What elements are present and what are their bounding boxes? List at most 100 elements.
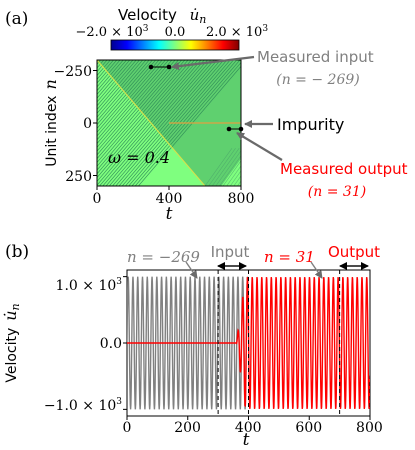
- wave-stripe: [97, 60, 202, 182]
- wave-stripe: [97, 60, 150, 122]
- heatmap-x-tick-0: 0: [93, 191, 102, 207]
- wave-stripe: [97, 60, 131, 99]
- wave-stripe: [97, 60, 192, 171]
- velocity-x-tick-200: 200: [174, 420, 201, 436]
- output-window-start-dot: [226, 126, 232, 132]
- velocity-y-tick-neg: −1.0 × 103: [44, 397, 122, 414]
- wave-front: [97, 60, 206, 186]
- input-series-line: [127, 276, 250, 410]
- wave-stripe: [99, 60, 208, 186]
- colorbar-title-text: Velocity: [118, 6, 177, 24]
- panel-a-label: (a): [5, 9, 28, 29]
- wave-stripe: [97, 60, 121, 88]
- annotation-impurity: Impurity: [244, 115, 344, 134]
- heatmap-y-tick-labels: −250 0 250: [54, 64, 92, 185]
- wave-stripe: [97, 60, 169, 145]
- wave-stripe: [97, 60, 163, 137]
- velocity-y-tick-pos: 1.0 × 103: [56, 277, 123, 294]
- heatmap-x-tick-labels: 0 400 800: [93, 191, 255, 207]
- heatmap-y-tick-neg250: −250: [54, 64, 92, 80]
- panel-a: (a) Velocity u̇n −2.0 × 103 0.0 2.0 × 10…: [5, 6, 408, 224]
- colorbar-tick-zero: 0.0: [165, 25, 186, 40]
- panel-b-label: (b): [5, 242, 29, 262]
- wave-stripe: [105, 60, 215, 186]
- heatmap-x-tick-800: 800: [228, 191, 255, 207]
- output-arrow: [236, 132, 283, 161]
- reflection-stripe: [215, 150, 241, 186]
- output-series-label: n = 31: [264, 248, 315, 266]
- wave-stripe: [97, 60, 127, 95]
- reflection-stripe: [222, 160, 241, 186]
- omega-label: ω = 0.4: [108, 148, 170, 167]
- window-markers: [217, 270, 371, 416]
- velocity-series: [127, 276, 370, 410]
- output-annotation-sub: (n = 31): [308, 184, 366, 200]
- velocity-ylabel: Velocityu̇n: [1, 303, 22, 382]
- heatmap: [97, 60, 241, 186]
- impurity-annotation-text: Impurity: [277, 115, 344, 134]
- velocity-x-tick-labels: 0 200 400 600 800: [123, 420, 383, 436]
- colorbar-title-sub: n: [199, 13, 206, 26]
- output-series-line: [127, 277, 370, 409]
- panel-b: (b) 0 200 400 600 800 1.0 × 103 0.0 −1.0…: [1, 242, 383, 450]
- heatmap-axes: [93, 70, 242, 190]
- wave-stripe: [97, 60, 189, 167]
- colorbar-ticks: −2.0 × 103 0.0 2.0 × 103: [75, 24, 268, 40]
- velocity-y-tick-zero: 0.0: [100, 336, 122, 352]
- annotation-output: Measured output (n = 31): [226, 126, 408, 200]
- reflection-stripe: [229, 170, 241, 186]
- velocity-x-tick-600: 600: [295, 420, 322, 436]
- velocity-axes: [123, 276, 371, 420]
- wave-stripe: [97, 60, 186, 164]
- reflection-stripe: [226, 165, 241, 186]
- wave-stripe: [97, 60, 173, 148]
- wave-stripe: [97, 60, 140, 111]
- colorbar: [110, 39, 240, 51]
- wave-stripe: [97, 60, 176, 152]
- colorbar-title: Velocity u̇n: [118, 6, 206, 26]
- colorbar-title-symbol: u̇: [190, 6, 200, 24]
- input-annotation-text: Measured input: [257, 48, 374, 66]
- output-window-end-dot: [238, 126, 244, 132]
- wave-stripe: [108, 60, 218, 186]
- colorbar-tick-min: −2.0 × 103: [75, 24, 148, 40]
- output-window-label: Output: [328, 243, 380, 261]
- wave-stripe: [97, 60, 124, 92]
- wave-stripe: [97, 60, 118, 84]
- input-series-pointer: [185, 261, 198, 279]
- wave-stripe: [102, 60, 212, 186]
- wave-stripe: [97, 60, 143, 114]
- wave-stripe: [97, 60, 156, 129]
- reflection-stripe: [211, 148, 240, 186]
- reflection-stripe: [208, 148, 236, 186]
- reflection-stripe: [233, 175, 241, 186]
- heatmap-x-tick-400: 400: [156, 191, 183, 207]
- wave-stripe: [97, 60, 153, 126]
- wave-stripe: [97, 60, 137, 107]
- velocity-x-tick-800: 800: [356, 420, 383, 436]
- heatmap-y-tick-0: 0: [83, 116, 92, 132]
- velocity-x-tick-0: 0: [123, 420, 132, 436]
- heatmap-y-tick-250: 250: [65, 169, 92, 185]
- input-series-label: n = −269: [127, 248, 200, 266]
- velocity-x-tick-400: 400: [235, 420, 262, 436]
- heatmap-ylabel: Unit indexn: [41, 79, 60, 167]
- wave-stripe: [97, 60, 160, 133]
- velocity-xlabel: t: [243, 430, 250, 450]
- colorbar-tick-max: 2.0 × 103: [206, 24, 268, 40]
- reflection-stripe: [219, 155, 241, 186]
- annotation-input: Measured input (n = − 269): [148, 48, 374, 88]
- input-window-label: Input: [211, 243, 250, 261]
- wave-stripe: [112, 60, 221, 186]
- wave-stripe: [97, 60, 147, 118]
- output-series-pointer: [310, 261, 323, 279]
- reflection-stripe: [204, 148, 233, 186]
- wave-stripe: [97, 60, 195, 175]
- wave-stripe: [97, 60, 166, 141]
- input-window-start-dot: [148, 64, 154, 70]
- wave-stripe: [97, 60, 182, 160]
- input-window-end-dot: [166, 64, 172, 70]
- heatmap-xlabel: t: [166, 204, 173, 224]
- output-annotation-text: Measured output: [280, 160, 408, 178]
- input-arrow: [171, 55, 255, 71]
